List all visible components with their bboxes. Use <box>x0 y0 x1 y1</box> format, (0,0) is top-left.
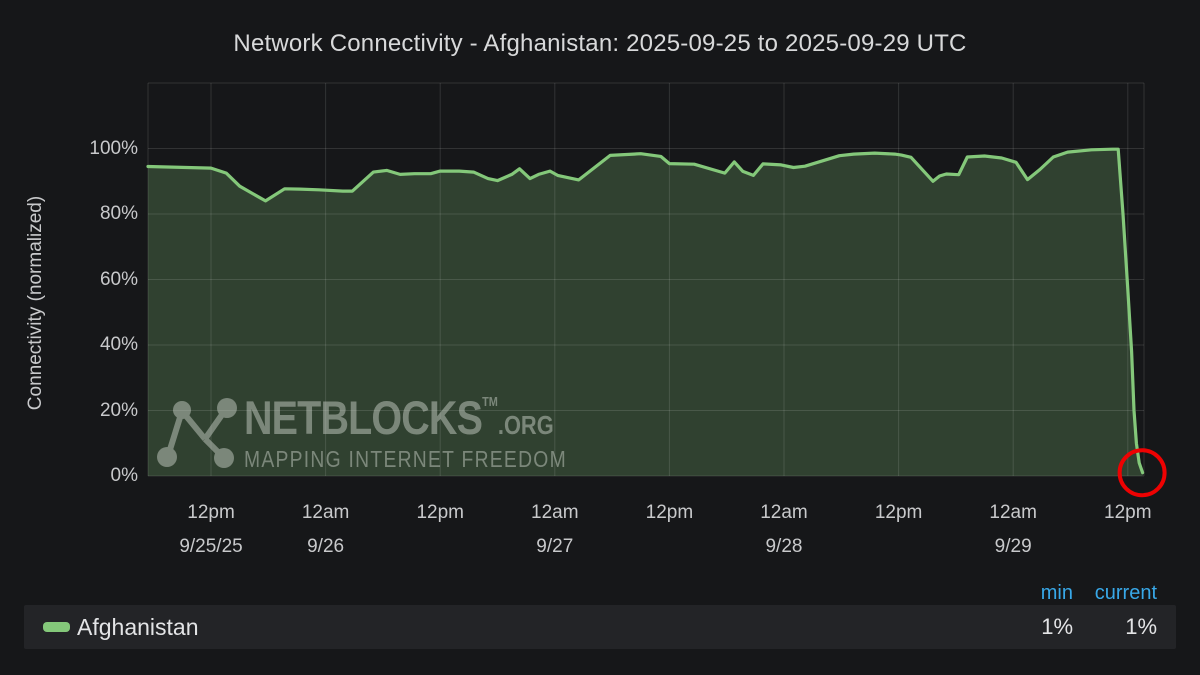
x-tick-time-label: 12am <box>301 502 350 523</box>
x-tick-date-label: 9/28 <box>765 536 803 557</box>
x-tick-time-label: 12pm <box>874 502 923 523</box>
connectivity-line <box>146 147 1145 475</box>
legend-header-current: current <box>1094 582 1157 604</box>
chart-title: Network Connectivity - Afghanistan: 2025… <box>233 30 967 57</box>
y-tick-label: 20% <box>99 399 138 421</box>
legend-row[interactable]: Afghanistan 1% 1% <box>24 605 1176 649</box>
legend-min-value: 1% <box>1041 614 1073 639</box>
y-tick-label: 0% <box>110 465 138 486</box>
y-tick-label: 40% <box>99 334 138 355</box>
x-tick-time-label: 12pm <box>416 502 464 523</box>
x-tick-time-label: 12pm <box>1104 502 1152 523</box>
connectivity-area <box>148 149 1143 476</box>
x-tick-time-label: 12pm <box>645 502 694 523</box>
legend-current-value: 1% <box>1125 614 1157 639</box>
legend-swatch <box>43 622 70 632</box>
x-tick-time-label: 12am <box>760 502 808 523</box>
x-tick-date-label: 9/26 <box>307 536 345 557</box>
y-tick-label: 100% <box>89 137 138 159</box>
legend-header-min: min <box>1040 582 1073 604</box>
x-tick-date-label: 9/25/25 <box>179 536 243 557</box>
x-tick-time-label: 12am <box>531 502 579 523</box>
x-tick-time-label: 12am <box>989 502 1037 523</box>
x-tick-date-label: 9/29 <box>994 536 1032 557</box>
x-tick-date-label: 9/27 <box>536 536 574 557</box>
x-tick-time-label: 12pm <box>187 502 235 523</box>
y-tick-label: 60% <box>99 268 138 290</box>
legend-series-label: Afghanistan <box>77 614 199 640</box>
outage-highlight-circle <box>1117 448 1167 498</box>
y-tick-label: 80% <box>99 203 138 224</box>
